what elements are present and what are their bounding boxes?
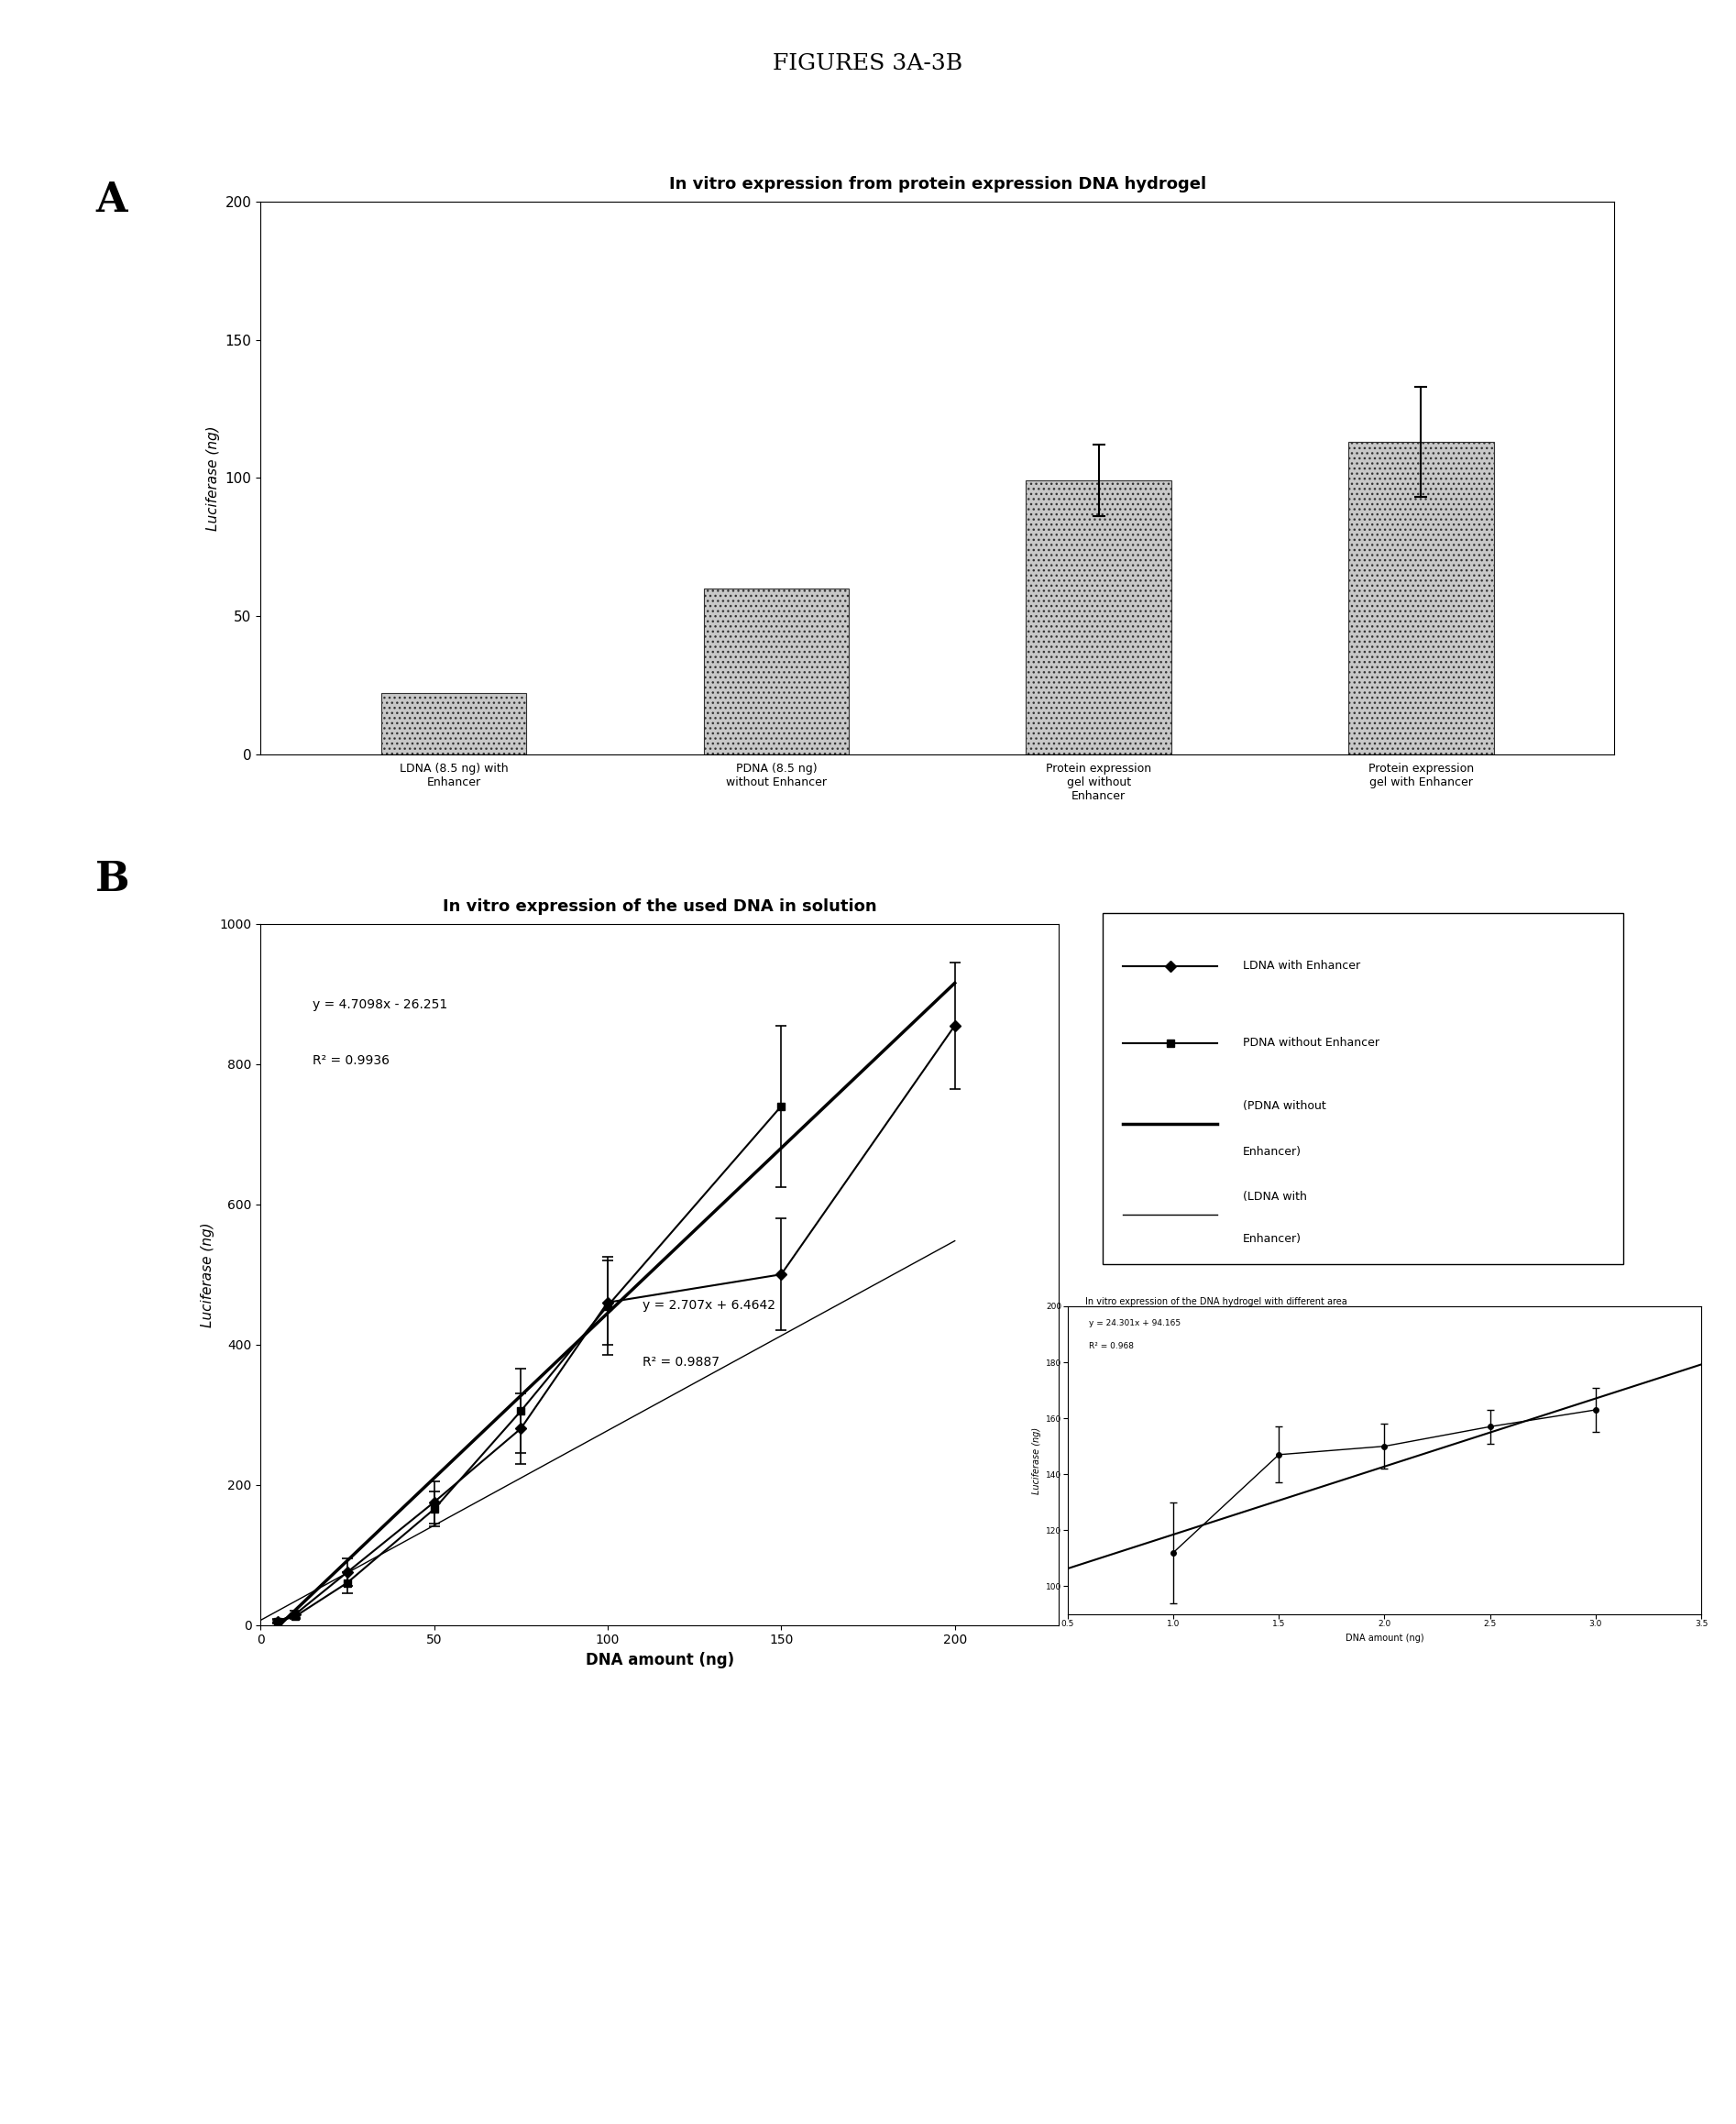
Text: LDNA with Enhancer: LDNA with Enhancer	[1243, 960, 1361, 973]
Y-axis label: Luciferase (ng): Luciferase (ng)	[200, 1221, 214, 1328]
Text: PDNA without Enhancer: PDNA without Enhancer	[1243, 1037, 1380, 1049]
Text: B: B	[95, 860, 130, 901]
X-axis label: DNA amount (ng): DNA amount (ng)	[585, 1652, 734, 1667]
Text: R² = 0.968: R² = 0.968	[1088, 1342, 1134, 1351]
Title: In vitro expression of the used DNA in solution: In vitro expression of the used DNA in s…	[443, 898, 877, 915]
Bar	[703, 588, 849, 754]
Text: R² = 0.9936: R² = 0.9936	[312, 1054, 389, 1066]
Bar	[382, 692, 526, 754]
Text: FIGURES 3A-3B: FIGURES 3A-3B	[773, 53, 963, 74]
Y-axis label: Luciferase (ng): Luciferase (ng)	[1031, 1427, 1042, 1493]
Text: R² = 0.9887: R² = 0.9887	[642, 1355, 719, 1368]
Y-axis label: Luciferase (ng): Luciferase (ng)	[207, 425, 220, 531]
Text: A: A	[95, 181, 127, 221]
Text: y = 24.301x + 94.165: y = 24.301x + 94.165	[1088, 1319, 1180, 1328]
Bar	[1026, 480, 1172, 754]
X-axis label: DNA amount (ng): DNA amount (ng)	[1345, 1633, 1424, 1642]
Text: Enhancer): Enhancer)	[1243, 1234, 1302, 1245]
Text: (PDNA without: (PDNA without	[1243, 1100, 1326, 1113]
FancyBboxPatch shape	[1102, 913, 1623, 1264]
Text: y = 4.7098x - 26.251: y = 4.7098x - 26.251	[312, 998, 448, 1011]
Text: (LDNA with: (LDNA with	[1243, 1192, 1307, 1202]
Text: In vitro expression of the DNA hydrogel with different area: In vitro expression of the DNA hydrogel …	[1085, 1298, 1347, 1306]
Bar	[1349, 442, 1493, 754]
Title: In vitro expression from protein expression DNA hydrogel: In vitro expression from protein express…	[668, 176, 1207, 193]
Text: Enhancer): Enhancer)	[1243, 1145, 1302, 1158]
Text: y = 2.707x + 6.4642: y = 2.707x + 6.4642	[642, 1300, 776, 1313]
